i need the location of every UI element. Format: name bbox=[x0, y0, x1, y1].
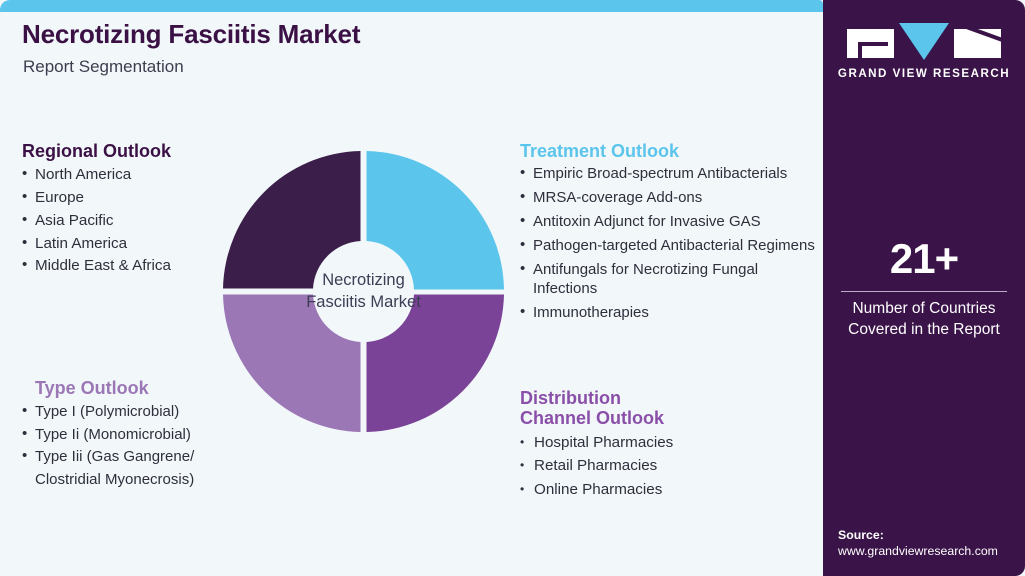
logo-marks bbox=[823, 22, 1025, 60]
distribution-outlook-heading: Distribution Channel Outlook bbox=[520, 388, 800, 428]
list-item: Latin America bbox=[22, 232, 237, 256]
page-subtitle: Report Segmentation bbox=[23, 57, 184, 76]
grand-view-research-logo: GRAND VIEW RESEARCH bbox=[823, 22, 1025, 80]
treatment-outlook-heading: Treatment Outlook bbox=[520, 141, 680, 161]
source-label: Source: bbox=[838, 527, 884, 542]
list-item: Type I (Polymicrobial) bbox=[22, 400, 252, 424]
section-treatment-outlook: Treatment Outlook Empiric Broad-spectrum… bbox=[520, 141, 820, 327]
regional-outlook-heading: Regional Outlook bbox=[22, 141, 172, 161]
type-outlook-list: Type I (Polymicrobial) Type Ii (Monomicr… bbox=[22, 400, 252, 491]
page-title: Necrotizing Fasciitis Market bbox=[22, 19, 361, 49]
list-item: Immunotherapies bbox=[520, 302, 820, 322]
list-item: Online Pharmacies bbox=[520, 478, 800, 501]
list-item: Middle East & Africa bbox=[22, 254, 237, 278]
source-url[interactable]: www.grandviewresearch.com bbox=[838, 544, 998, 559]
regional-outlook-list: North America Europe Asia Pacific Latin … bbox=[22, 163, 237, 278]
donut-svg bbox=[223, 151, 504, 432]
distribution-heading-line-1: Distribution bbox=[520, 388, 621, 408]
list-item: Hospital Pharmacies bbox=[520, 431, 800, 454]
distribution-outlook-list: Hospital Pharmacies Retail Pharmacies On… bbox=[520, 431, 800, 500]
stat-caption-line-1: Number of Countries bbox=[852, 300, 996, 317]
list-item: North America bbox=[22, 163, 237, 187]
stat-caption-line-2: Covered in the Report bbox=[848, 320, 1000, 338]
list-item: Type Iii (Gas Gangrene/ Clostridial Myon… bbox=[22, 445, 252, 491]
donut-slice-treatment bbox=[366, 151, 504, 290]
logo-v-triangle-icon bbox=[899, 22, 949, 60]
section-regional-outlook: Regional Outlook North America Europe As… bbox=[22, 141, 237, 278]
top-accent-bar bbox=[0, 0, 823, 12]
type-outlook-heading: Type Outlook bbox=[35, 378, 149, 398]
list-item: Asia Pacific bbox=[22, 209, 237, 233]
distribution-heading-line-2: Channel Outlook bbox=[520, 408, 664, 429]
logo-wordmark: GRAND VIEW RESEARCH bbox=[837, 67, 1011, 80]
stat-countries-covered: 21+ Number of Countries Covered in the R… bbox=[823, 238, 1025, 340]
stat-value: 21+ bbox=[889, 235, 959, 282]
list-item: Antifungals for Necrotizing Fungal Infec… bbox=[520, 259, 820, 298]
stat-divider bbox=[841, 291, 1007, 292]
source-footer: Source: www.grandviewresearch.com bbox=[838, 527, 998, 560]
logo-r-icon bbox=[954, 28, 1001, 58]
donut-slice-regional bbox=[223, 151, 361, 289]
donut-slice-distribution bbox=[366, 294, 504, 432]
list-item: Retail Pharmacies bbox=[520, 454, 800, 477]
treatment-outlook-list: Empiric Broad-spectrum Antibacterials MR… bbox=[520, 163, 820, 322]
list-item: Empiric Broad-spectrum Antibacterials bbox=[520, 163, 820, 183]
list-item: Pathogen-targeted Antibacterial Regimens bbox=[520, 235, 820, 255]
list-item: Type Ii (Monomicrobial) bbox=[22, 423, 252, 447]
segmentation-donut-chart: Necrotizing Fasciitis Market bbox=[221, 149, 506, 434]
logo-g-icon bbox=[847, 28, 894, 58]
section-type-outlook: Type Outlook Type I (Polymicrobial) Type… bbox=[22, 378, 252, 491]
section-distribution-channel-outlook: Distribution Channel Outlook Hospital Ph… bbox=[520, 388, 800, 501]
list-item: Antitoxin Adjunct for Invasive GAS bbox=[520, 211, 820, 231]
list-item: Europe bbox=[22, 186, 237, 210]
list-item: MRSA-coverage Add-ons bbox=[520, 187, 820, 207]
donut-slice-type bbox=[223, 294, 361, 432]
brand-sidebar: GRAND VIEW RESEARCH 21+ Number of Countr… bbox=[823, 0, 1025, 576]
stat-caption: Number of Countries Covered in the Repor… bbox=[823, 299, 1025, 340]
